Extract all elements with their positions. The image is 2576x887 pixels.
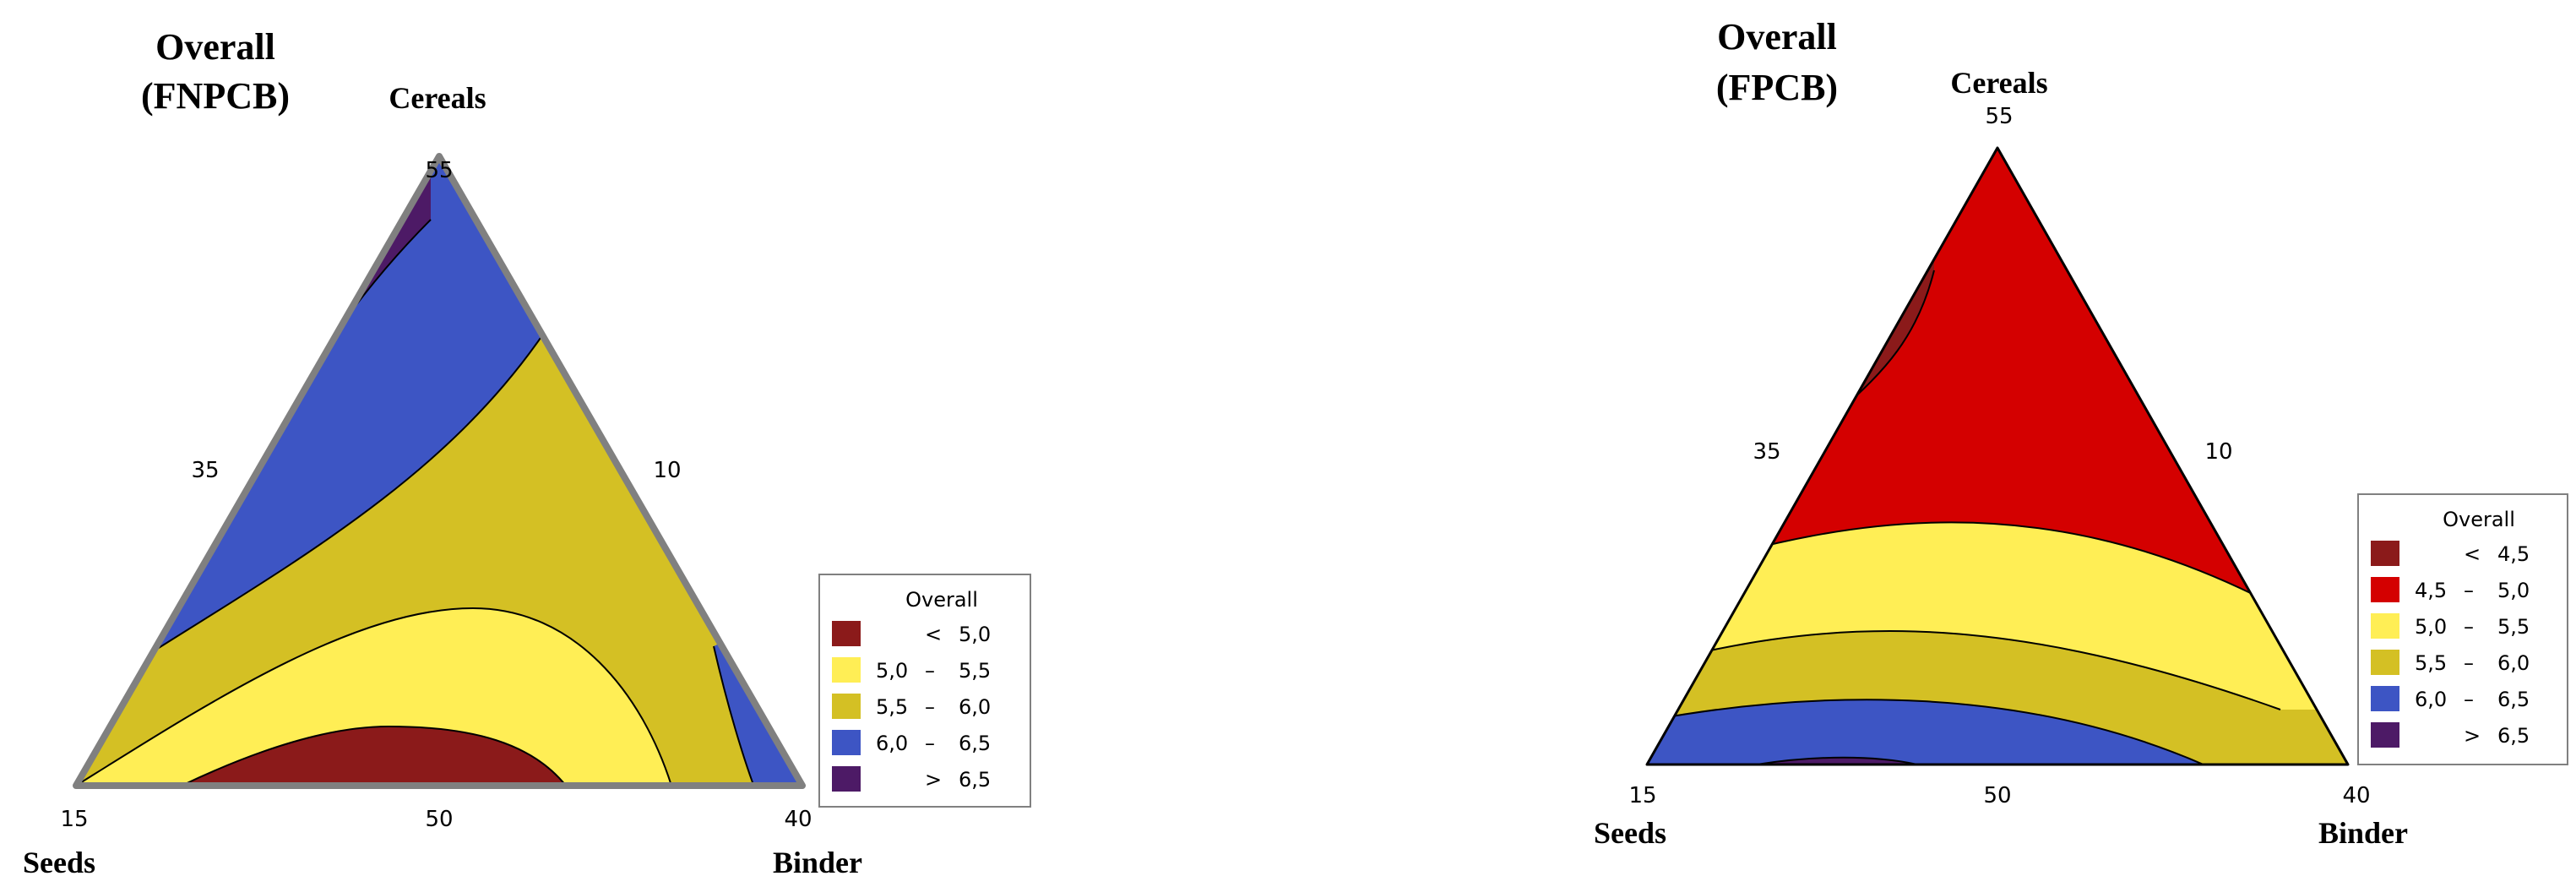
legend-item: 6,0– 6,5 [832, 730, 991, 755]
legend-fnpcb: Overall <5,05,0–5,55,5–6,06,0–6,5> 6,5 [818, 574, 1031, 808]
legend-swatch [832, 621, 861, 646]
tick-left-mid: 35 [1753, 439, 1780, 465]
legend-item-high: 6,0 [2497, 651, 2530, 675]
legend-item-high: 4,5 [2497, 542, 2530, 566]
legend-swatch [2371, 541, 2399, 566]
legend-item: >6,5 [2371, 722, 2530, 748]
vertex-label-left: Seeds [23, 846, 95, 879]
triangle-border-fpcb [1645, 146, 2350, 766]
contour-regions-fpcb [1647, 148, 2348, 765]
tick-left-mid: 35 [191, 458, 219, 483]
vertex-label-top: Cereals [389, 81, 486, 115]
tick-labels-fpcb: 55 35 10 15 50 40 [1628, 104, 2370, 808]
vertex-label-left: Seeds [1594, 816, 1666, 850]
legend-item-dash: – [2464, 615, 2474, 639]
title-line-2: (FNPCB) [141, 75, 290, 117]
legend-title: Overall [2443, 508, 2515, 531]
legend-item-high: 5,0 [2497, 579, 2530, 602]
legend-item-high: 5,5 [959, 659, 991, 683]
legend-item-dash: – [925, 659, 935, 683]
tick-right-mid: 10 [2204, 439, 2232, 465]
tick-left: 15 [1628, 783, 1656, 808]
tick-top: 55 [1985, 104, 2013, 129]
legend-item-dash: – [925, 695, 935, 719]
legend-item-low: 4,5 [2415, 579, 2447, 602]
vertex-label-right: Binder [2318, 816, 2408, 850]
tick-left: 15 [60, 807, 88, 832]
legend-item-low: > [925, 768, 942, 792]
tick-right: 40 [2342, 783, 2370, 808]
tick-right: 40 [784, 807, 812, 832]
legend-swatch [2371, 577, 2399, 602]
legend-swatch [2371, 650, 2399, 675]
legend-item-dash: – [2464, 688, 2474, 711]
legend-item: 4,5–5,0 [2371, 577, 2530, 602]
legend-item-high: 6,5 [959, 768, 991, 792]
legend-item-high: 6,5 [2497, 688, 2530, 711]
legend-swatch [2371, 722, 2399, 748]
legend-item-high: 6,5 [959, 732, 991, 755]
legend-item-low: 5,5 [876, 695, 908, 719]
contour-regions-fnpcb [76, 156, 802, 786]
title-line-2: (FPCB) [1716, 67, 1838, 108]
legend-item-high: 5,0 [959, 623, 991, 646]
legend-item-low: 5,0 [2415, 615, 2447, 639]
region-yellow-light [76, 608, 671, 786]
legend-item-high: 5,5 [2497, 615, 2530, 639]
legend-fpcb: Overall <4,54,5–5,05,0–5,55,5–6,06,0–6,5… [2357, 493, 2568, 765]
title-line-1: Overall [155, 26, 275, 68]
chart-fpcb: Overall (FPCB) Cereals 55 35 10 15 50 40 [1594, 16, 2568, 850]
legend-item-low: > [2464, 724, 2481, 748]
legend-item-low: 6,0 [2415, 688, 2447, 711]
chart-fnpcb: Overall (FNPCB) Cereals 55 35 10 15 50 4… [23, 26, 1031, 879]
legend-item-high: 6,5 [2497, 724, 2530, 748]
title-fpcb: Overall (FPCB) [1716, 16, 1838, 108]
legend-swatch [832, 694, 861, 719]
legend-swatch [832, 766, 861, 792]
legend-swatch [832, 657, 861, 683]
legend-item-low: < [2464, 542, 2481, 566]
tick-bottom-mid: 50 [1983, 783, 2011, 808]
legend-swatch [832, 730, 861, 755]
region-red [182, 726, 566, 786]
tick-right-mid: 10 [653, 458, 681, 483]
triangle-border-fnpcb [73, 153, 806, 789]
tick-bottom-mid: 50 [425, 807, 453, 832]
legend-item: >6,5 [832, 766, 991, 792]
legend-item: <4,5 [2371, 541, 2530, 566]
legend-item: 5,5–6,0 [2371, 650, 2530, 675]
title-line-1: Overall [1717, 16, 1837, 57]
region-blue [1647, 699, 2213, 765]
vertex-label-right: Binder [773, 846, 862, 879]
legend-item-low: < [925, 623, 942, 646]
tick-labels-fnpcb: 55 35 10 15 50 40 [60, 158, 812, 832]
legend-item: 6,0–6,5 [2371, 686, 2530, 711]
legend-item-low: 5,5 [2415, 651, 2447, 675]
legend-swatch [2371, 613, 2399, 639]
legend-title: Overall [905, 588, 978, 612]
legend-item-high: 6,0 [959, 695, 991, 719]
legend-item: 5,0–5,5 [2371, 613, 2530, 639]
legend-item: 5,5–6,0 [832, 694, 991, 719]
tick-top: 55 [425, 158, 453, 183]
legend-swatch [2371, 686, 2399, 711]
legend-item-low: 5,0 [876, 659, 908, 683]
legend-item: 5,0–5,5 [832, 657, 991, 683]
vertex-label-top: Cereals [1950, 66, 2047, 100]
title-fnpcb: Overall (FNPCB) [141, 26, 290, 117]
legend-item-dash: – [2464, 579, 2474, 602]
legend-item-dash: – [2464, 651, 2474, 675]
legend-item: <5,0 [832, 621, 991, 646]
legend-item-dash: – [925, 732, 935, 755]
legend-item-low: 6,0 [876, 732, 908, 755]
